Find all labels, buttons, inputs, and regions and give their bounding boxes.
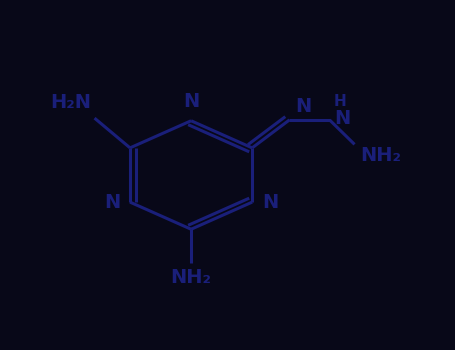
Text: H: H: [334, 94, 347, 109]
Text: N: N: [183, 92, 199, 111]
Text: H₂N: H₂N: [50, 93, 91, 112]
Text: N: N: [295, 97, 311, 116]
Text: N: N: [104, 193, 120, 212]
Text: NH₂: NH₂: [171, 268, 212, 287]
Text: N: N: [334, 108, 350, 128]
Text: N: N: [262, 193, 278, 212]
Text: NH₂: NH₂: [360, 146, 401, 165]
